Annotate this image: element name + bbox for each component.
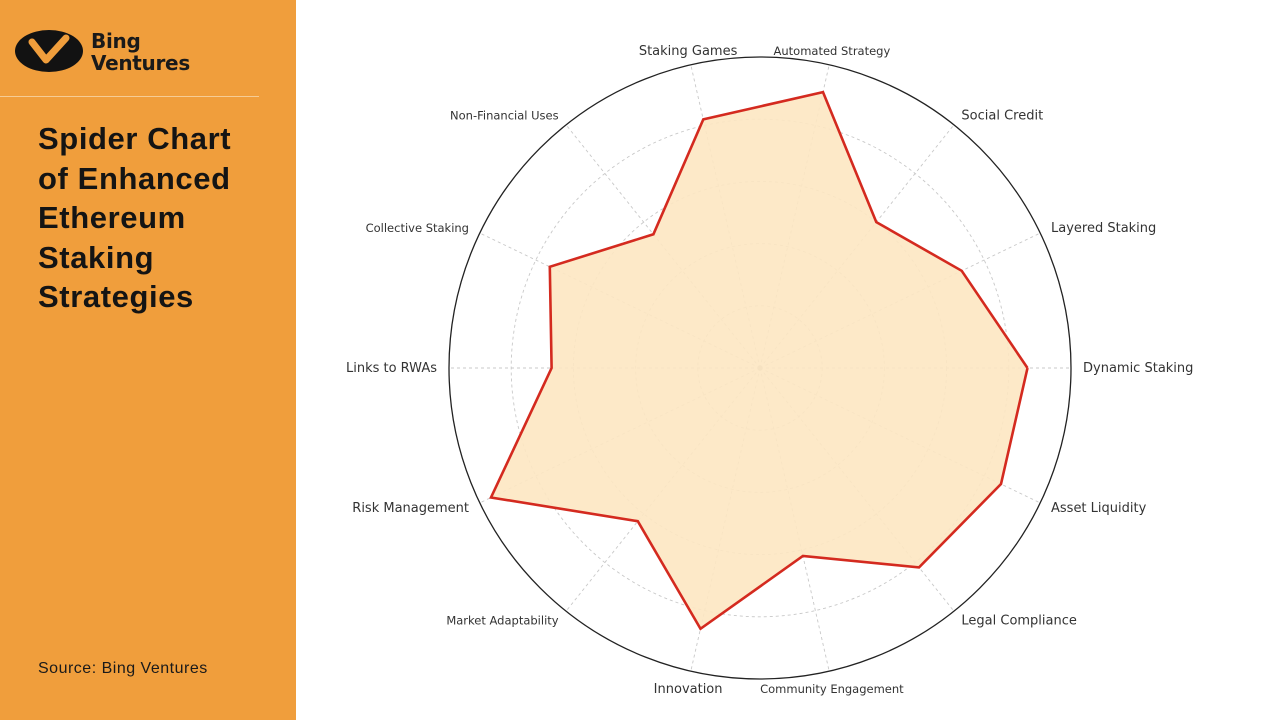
grid-spoke: [759, 367, 955, 612]
grid-spoke: [759, 124, 955, 369]
source-note: Source: Bing Ventures: [38, 660, 208, 677]
logo-line-1: Bing: [91, 29, 141, 53]
axis-label-legal-compliance: Legal Compliance: [961, 614, 1077, 629]
axis-label-collective-staking: Collective Staking: [366, 221, 469, 235]
grid-spoke: [479, 232, 761, 369]
axis-label-layered-staking: Layered Staking: [1051, 221, 1156, 236]
bing-ventures-logo-icon: [15, 30, 83, 72]
chart-outer-ring: [448, 56, 1072, 680]
grid-spoke: [759, 232, 1041, 369]
logo-line-2: Ventures: [91, 51, 190, 75]
axis-label-market-adaptability: Market Adaptability: [446, 614, 558, 628]
grid-spoke: [565, 367, 761, 612]
axis-label-risk-management: Risk Management: [352, 501, 469, 516]
sidebar-divider: [0, 96, 259, 97]
axis-label-links-to-rwas: Links to RWAs: [346, 361, 437, 376]
series-area: [491, 92, 1028, 629]
sidebar: Bing Ventures Spider Chart of Enhanced E…: [0, 0, 296, 720]
axis-label-dynamic-staking: Dynamic Staking: [1083, 361, 1193, 376]
logo-wordmark: Bing Ventures: [91, 30, 190, 74]
axis-label-automated-strategy: Automated Strategy: [774, 44, 891, 58]
grid-spoke: [565, 124, 761, 369]
grid-spoke: [690, 64, 761, 369]
axis-label-staking-games: Staking Games: [639, 44, 738, 59]
spider-chart: Dynamic Staking Layered Staking Social Cre…: [346, 44, 1193, 697]
axis-label-non-financial-uses: Non-Financial Uses: [450, 109, 559, 123]
axis-label-asset-liquidity: Asset Liquidity: [1051, 501, 1147, 516]
axis-label-innovation: Innovation: [654, 682, 723, 697]
axis-label-community-engagement: Community Engagement: [760, 682, 904, 696]
axis-labels: Dynamic Staking Layered Staking Social Cre…: [346, 44, 1193, 697]
page-title: Spider Chart of Enhanced Ethereum Stakin…: [38, 121, 232, 314]
grid-spoke: [759, 367, 830, 672]
axis-label-social-credit: Social Credit: [961, 109, 1043, 124]
